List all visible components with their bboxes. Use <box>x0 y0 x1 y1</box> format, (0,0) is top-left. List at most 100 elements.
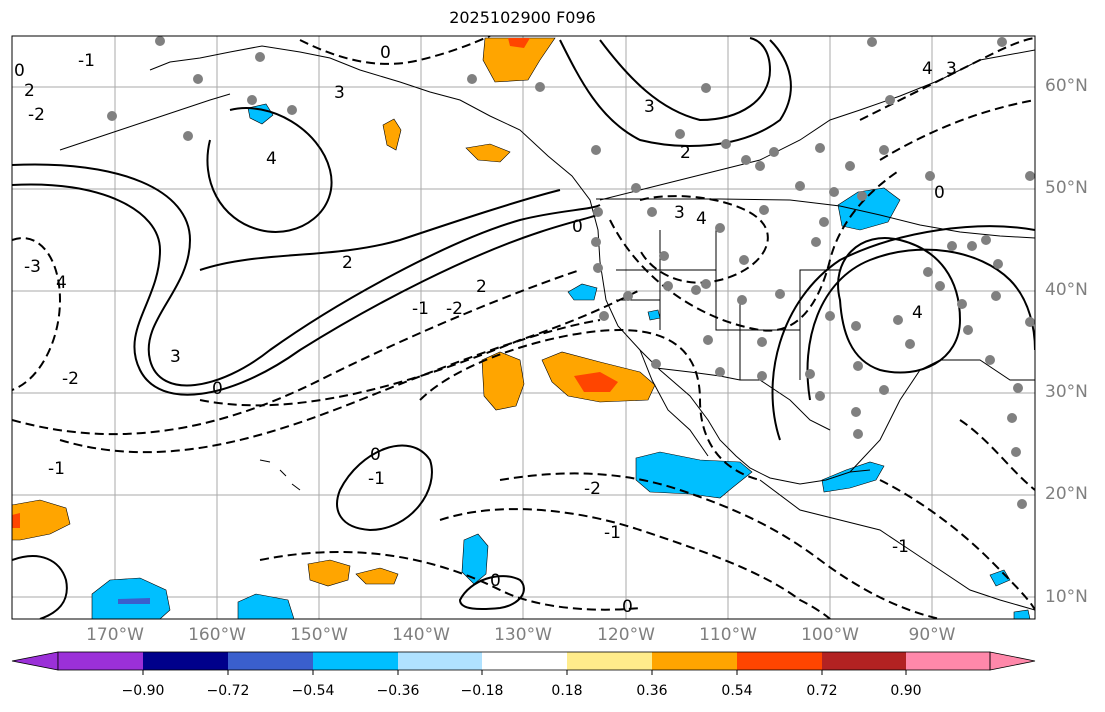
contour-solid-1 <box>12 163 601 387</box>
lon-label-140w: 140°W <box>392 625 450 645</box>
map-frame <box>11 35 1036 620</box>
coastline-baja <box>639 349 709 457</box>
contour-label: -2 <box>62 369 79 389</box>
contour-label: 2 <box>680 143 691 163</box>
lat-label-60n: 60°N <box>1045 76 1088 96</box>
contour-label: -1 <box>412 299 429 319</box>
map-panel: 0 -1 2 3 4 -2 -3 0 2 3 -1 -2 2 4 -1 0 -2… <box>12 36 1035 619</box>
colorbar-tick-label: 0.72 <box>806 683 838 699</box>
contour-label: 0 <box>370 445 381 465</box>
contour-label: 2 <box>24 81 35 101</box>
coastline-aleutians <box>59 93 231 151</box>
lon-label-120w: 120°W <box>597 625 655 645</box>
shade-blue-se2 <box>1013 609 1031 619</box>
shade-orange-gulf-alaska <box>482 37 556 83</box>
contour-solid-3 <box>199 189 561 271</box>
contour-label: 3 <box>334 83 345 103</box>
shade-orange-south-a <box>307 559 351 587</box>
contour-solid-8 <box>837 237 962 374</box>
us-canada-border <box>596 198 1035 239</box>
contour-label: 0 <box>380 43 391 63</box>
contour-label: 4 <box>696 209 707 229</box>
colorbar-bin <box>398 652 482 670</box>
contour-dashed-7 <box>439 508 831 619</box>
lat-label-50n: 50°N <box>1045 178 1088 198</box>
shade-orange-bc <box>465 143 511 163</box>
shade-blue-s2 <box>237 593 295 619</box>
lat-label-20n: 20°N <box>1045 484 1088 504</box>
colorbar-ticks <box>142 670 907 675</box>
colorbar-bin <box>822 652 906 670</box>
lon-label-160w: 160°W <box>188 625 246 645</box>
contour-dashed-14 <box>959 419 1035 491</box>
us-mexico-border <box>655 367 831 431</box>
map-title: 2025102900 F096 <box>449 8 596 27</box>
contour-solid-2 <box>12 183 601 396</box>
lon-label-170w: 170°W <box>86 625 144 645</box>
colorbar-tick-label: −0.18 <box>460 683 504 699</box>
contour-solid-11 <box>458 575 525 610</box>
shade-blue-small <box>647 309 661 321</box>
contour-label: 4 <box>266 149 277 169</box>
lon-label-130w: 130°W <box>494 625 552 645</box>
colorbar-tick-label: −0.90 <box>121 683 165 699</box>
colorbar-arrow-right <box>989 651 1036 671</box>
shade-red-gulf-alaska <box>508 38 530 48</box>
contour-label: 3 <box>674 203 685 223</box>
shade-orange-west <box>12 499 71 541</box>
contour-label: 3 <box>946 59 957 79</box>
contour-dashed-6 <box>499 472 941 619</box>
contour-dashed-15 <box>879 479 1035 611</box>
contour-label: 2 <box>476 277 487 297</box>
hawaii-islands <box>259 459 301 491</box>
colorbar-bin <box>482 652 567 670</box>
lat-label-10n: 10°N <box>1045 587 1088 607</box>
colorbar-tick-label: −0.72 <box>206 683 250 699</box>
lon-label-100w: 100°W <box>801 625 859 645</box>
lat-label-40n: 40°N <box>1045 280 1088 300</box>
contour-solid-4 <box>206 107 333 233</box>
contour-label: -1 <box>604 523 621 543</box>
shade-orange-northpacific <box>382 118 402 151</box>
contour-solid-5 <box>336 444 433 532</box>
colorbar-bin <box>737 652 822 670</box>
graticule <box>12 36 1035 619</box>
contour-label: -1 <box>78 51 95 71</box>
contour-dashed-9 <box>299 36 491 65</box>
colorbar-tick-label: −0.54 <box>291 683 335 699</box>
lon-label-110w: 110°W <box>699 625 757 645</box>
contour-solid-12 <box>12 555 68 619</box>
shade-purple-sw <box>118 598 150 604</box>
coastline-mexico-gulf <box>849 359 1035 473</box>
contour-dashed-10 <box>639 195 769 284</box>
colorbar-frame <box>57 651 991 671</box>
contour-label: 4 <box>912 303 923 323</box>
coastline-central-america <box>759 479 1035 611</box>
contour-label: -2 <box>28 105 45 125</box>
contour-label: 0 <box>572 217 583 237</box>
colorbar-bin <box>143 652 228 670</box>
shaded-patches <box>12 37 1031 619</box>
shade-blue-sw <box>91 577 171 619</box>
contour-label: 0 <box>934 183 945 203</box>
contour-label: 3 <box>170 347 181 367</box>
shade-orange-pacific-a <box>481 351 525 411</box>
contour-dashed-5 <box>419 328 761 481</box>
lon-label-90w: 90°W <box>908 625 956 645</box>
colorbar-bin <box>228 652 313 670</box>
coastline-canada-north <box>599 49 1035 201</box>
contour-dashed-13 <box>879 99 1035 161</box>
colorbar-tick-label: 0.90 <box>890 683 922 699</box>
contour-label: -3 <box>24 257 41 277</box>
contour-dashed-11 <box>609 169 901 332</box>
colorbar-tick-label: 0.18 <box>551 683 583 699</box>
colorbar-tick-label: −0.36 <box>376 683 420 699</box>
contour-solid-10 <box>771 225 1035 441</box>
contour-label: 4 <box>922 59 933 79</box>
contour-solid-7 <box>599 37 772 122</box>
contour-label: 0 <box>490 571 501 591</box>
colorbar-bin <box>906 652 990 670</box>
contour-label: -2 <box>584 479 601 499</box>
contour-solid-6 <box>559 39 792 147</box>
